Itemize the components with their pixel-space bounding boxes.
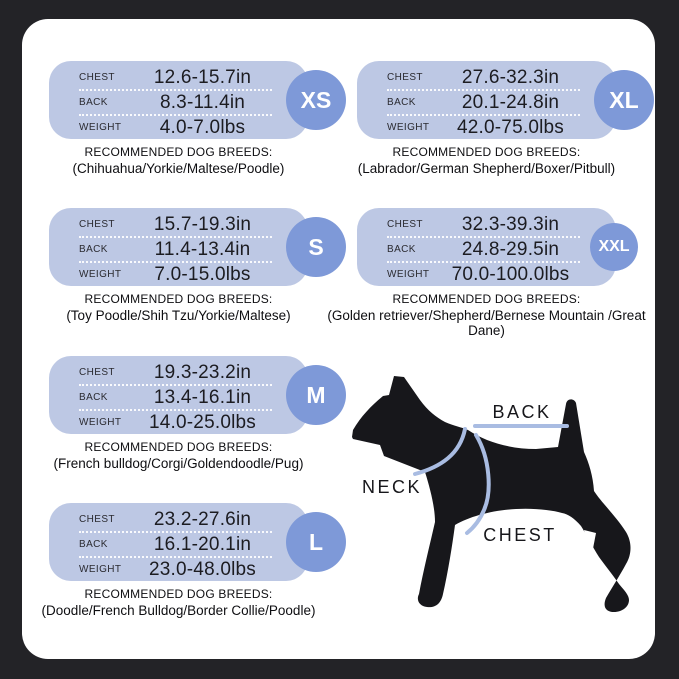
back-value: 8.3-11.4in: [159, 91, 246, 113]
breeds-heading: RECOMMENDED DOG BREEDS:: [84, 587, 273, 601]
size-card-l: CHEST 23.2-27.6in BACK 16.1-20.1in WEIGH…: [49, 503, 346, 583]
back-row: BACK 20.1-24.8in: [387, 91, 580, 116]
back-label: BACK: [79, 97, 108, 108]
breeds-list: (French bulldog/Corgi/Goldendoodle/Pug): [53, 456, 304, 471]
breeds-list: (Doodle/French Bulldog/Border Collie/Poo…: [41, 603, 316, 618]
breeds-note: RECOMMENDED DOG BREEDS: (Golden retrieve…: [321, 292, 653, 338]
chest-row: CHEST 23.2-27.6in: [79, 508, 272, 533]
size-badge: L: [286, 512, 346, 572]
breeds-heading: RECOMMENDED DOG BREEDS:: [392, 145, 581, 159]
size-card-xl: CHEST 27.6-32.3in BACK 20.1-24.8in WEIGH…: [357, 61, 654, 141]
neck-measure-line: [413, 427, 467, 476]
weight-value: 14.0-25.0lbs: [149, 411, 256, 433]
chest-label: CHEST: [387, 219, 423, 230]
weight-label: WEIGHT: [79, 122, 122, 133]
chest-row: CHEST 27.6-32.3in: [387, 66, 580, 91]
chest-value: 12.6-15.7in: [153, 66, 252, 88]
size-badge: XS: [286, 70, 346, 130]
chest-value: 19.3-23.2in: [153, 361, 252, 383]
weight-row: WEIGHT 42.0-75.0lbs: [387, 116, 580, 141]
dog-silhouette: [352, 376, 631, 612]
size-card-m: CHEST 19.3-23.2in BACK 13.4-16.1in WEIGH…: [49, 356, 346, 436]
weight-label: WEIGHT: [387, 269, 430, 280]
breeds-note: RECOMMENDED DOG BREEDS: (Labrador/German…: [321, 145, 653, 176]
weight-value: 23.0-48.0lbs: [149, 558, 256, 580]
weight-value: 70.0-100.0lbs: [451, 263, 570, 285]
chest-value: 23.2-27.6in: [153, 508, 252, 530]
dog-measurement-diagram: BACK NECK CHEST: [338, 362, 658, 622]
back-value: 13.4-16.1in: [153, 386, 252, 408]
size-badge: M: [286, 365, 346, 425]
back-value: 11.4-13.4in: [154, 238, 251, 260]
chest-value: 15.7-19.3in: [153, 213, 252, 235]
weight-label: WEIGHT: [387, 122, 430, 133]
weight-row: WEIGHT 23.0-48.0lbs: [79, 558, 272, 583]
chest-row: CHEST 32.3-39.3in: [387, 213, 580, 238]
back-row: BACK 11.4-13.4in: [79, 238, 272, 263]
back-label: BACK: [387, 244, 416, 255]
back-label: BACK: [79, 539, 108, 550]
back-label: BACK: [387, 97, 416, 108]
breeds-heading: RECOMMENDED DOG BREEDS:: [84, 145, 273, 159]
back-label: BACK: [79, 244, 108, 255]
size-chart-panel: CHEST 12.6-15.7in BACK 8.3-11.4in WEIGHT…: [22, 19, 655, 659]
chest-label: CHEST: [387, 72, 423, 83]
back-value: 24.8-29.5in: [461, 238, 560, 260]
breeds-list: (Chihuahua/Yorkie/Maltese/Poodle): [72, 161, 285, 176]
breeds-note: RECOMMENDED DOG BREEDS: (Chihuahua/Yorki…: [13, 145, 345, 176]
weight-row: WEIGHT 14.0-25.0lbs: [79, 411, 272, 436]
chest-label: CHEST: [79, 219, 115, 230]
back-label: BACK: [79, 392, 108, 403]
weight-value: 7.0-15.0lbs: [154, 263, 251, 285]
chest-row: CHEST 15.7-19.3in: [79, 213, 272, 238]
chest-value: 32.3-39.3in: [461, 213, 560, 235]
chest-label: CHEST: [79, 514, 115, 525]
breeds-list: (Golden retriever/Shepherd/Bernese Mount…: [327, 308, 646, 339]
weight-label: WEIGHT: [79, 564, 122, 575]
size-section-l: CHEST 23.2-27.6in BACK 16.1-20.1in WEIGH…: [42, 503, 346, 618]
chest-row: CHEST 19.3-23.2in: [79, 361, 272, 386]
breeds-heading: RECOMMENDED DOG BREEDS:: [84, 440, 273, 454]
weight-label: WEIGHT: [79, 417, 122, 428]
weight-row: WEIGHT 7.0-15.0lbs: [79, 263, 272, 288]
diagram-neck-label: NECK: [361, 477, 422, 497]
size-badge: S: [286, 217, 346, 277]
weight-label: WEIGHT: [79, 269, 122, 280]
chest-label: CHEST: [79, 367, 115, 378]
breeds-list: (Toy Poodle/Shih Tzu/Yorkie/Maltese): [66, 308, 291, 323]
weight-row: WEIGHT 4.0-7.0lbs: [79, 116, 272, 141]
chest-measure-line: [465, 433, 491, 535]
breeds-note: RECOMMENDED DOG BREEDS: (French bulldog/…: [13, 440, 345, 471]
weight-value: 4.0-7.0lbs: [159, 116, 246, 138]
weight-value: 42.0-75.0lbs: [457, 116, 564, 138]
size-section-xl: CHEST 27.6-32.3in BACK 20.1-24.8in WEIGH…: [357, 61, 654, 176]
chest-value: 27.6-32.3in: [461, 66, 560, 88]
breeds-list: (Labrador/German Shepherd/Boxer/Pitbull): [357, 161, 616, 176]
breeds-heading: RECOMMENDED DOG BREEDS:: [392, 292, 581, 306]
size-section-m: CHEST 19.3-23.2in BACK 13.4-16.1in WEIGH…: [49, 356, 346, 471]
back-row: BACK 16.1-20.1in: [79, 533, 272, 558]
chest-row: CHEST 12.6-15.7in: [79, 66, 272, 91]
back-value: 20.1-24.8in: [461, 91, 560, 113]
size-badge: XXL: [590, 223, 638, 271]
size-section-xxl: CHEST 32.3-39.3in BACK 24.8-29.5in WEIGH…: [327, 208, 646, 338]
weight-row: WEIGHT 70.0-100.0lbs: [387, 263, 580, 288]
chest-label: CHEST: [79, 72, 115, 83]
size-card-s: CHEST 15.7-19.3in BACK 11.4-13.4in WEIGH…: [49, 208, 346, 288]
back-row: BACK 13.4-16.1in: [79, 386, 272, 411]
diagram-chest-label: CHEST: [483, 525, 557, 545]
size-card-xxl: CHEST 32.3-39.3in BACK 24.8-29.5in WEIGH…: [357, 208, 638, 288]
back-row: BACK 8.3-11.4in: [79, 91, 272, 116]
breeds-heading: RECOMMENDED DOG BREEDS:: [84, 292, 273, 306]
size-card-xs: CHEST 12.6-15.7in BACK 8.3-11.4in WEIGHT…: [49, 61, 346, 141]
breeds-note: RECOMMENDED DOG BREEDS: (Doodle/French B…: [13, 587, 345, 618]
size-section-xs: CHEST 12.6-15.7in BACK 8.3-11.4in WEIGHT…: [49, 61, 346, 176]
size-section-s: CHEST 15.7-19.3in BACK 11.4-13.4in WEIGH…: [49, 208, 346, 323]
diagram-back-label: BACK: [492, 402, 552, 422]
size-badge: XL: [594, 70, 654, 130]
breeds-note: RECOMMENDED DOG BREEDS: (Toy Poodle/Shih…: [13, 292, 345, 323]
back-row: BACK 24.8-29.5in: [387, 238, 580, 263]
back-value: 16.1-20.1in: [153, 533, 252, 555]
